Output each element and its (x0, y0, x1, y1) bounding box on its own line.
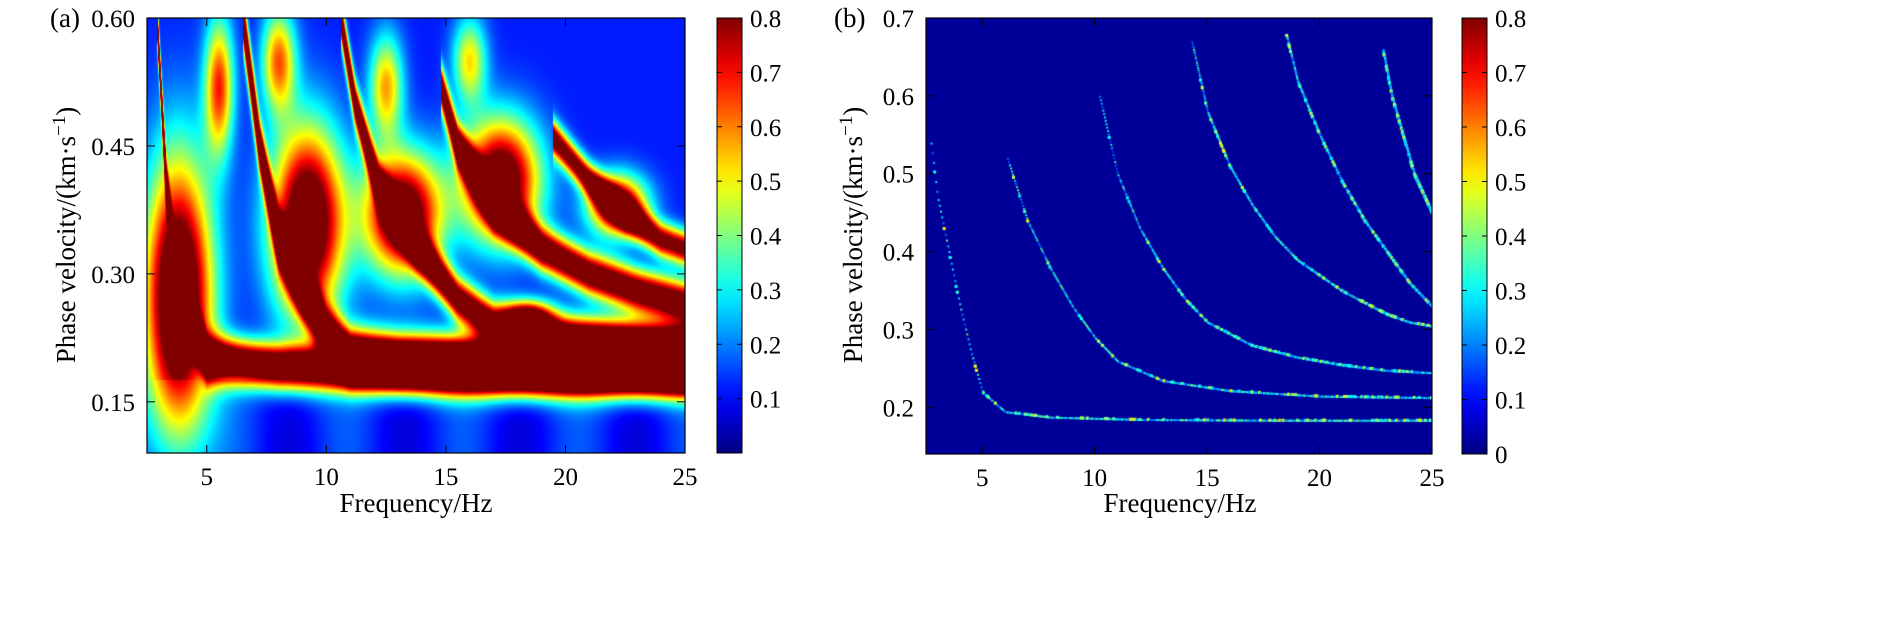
panel-a-y-axis-title-sup: −1 (49, 116, 70, 136)
panel-b-colorbar-tick-label: 0.8 (1495, 6, 1526, 33)
panel-a-x-axis-title: Frequency/Hz (340, 488, 493, 518)
panel-b-colorbar-tick-label: 0.1 (1495, 388, 1526, 415)
panel-b-x-tick-label: 10 (1082, 465, 1107, 492)
panel-b-axes: 5 10 15 20 25 0.2 0.3 0.4 0.5 0.6 0.7 (883, 6, 1445, 492)
panel-b-colorbar-tick-label: 0.7 (1495, 61, 1526, 88)
panel-b-y-tick-label: 0.3 (883, 317, 914, 344)
panel-a-x-tick-label: 25 (673, 464, 698, 491)
panel-a-colorbar-tick-label: 0.6 (750, 115, 781, 142)
panel-a-colorbar-tick-label: 0.5 (750, 169, 781, 196)
panel-b-heatmap-host (926, 18, 1432, 454)
panel-a-y-axis-title: Phase velocity/(km·s−1) (49, 107, 81, 363)
panel-a-heatmap-host (147, 18, 685, 453)
panel-a-y-tick-label: 0.60 (91, 6, 135, 33)
panel-b-y-axis-title-main: Phase velocity/(km·s (838, 136, 868, 363)
panel-a-axes: 5 10 15 20 25 0.15 0.30 0.45 0.60 (91, 6, 697, 491)
panel-a-x-tick-label: 10 (314, 464, 339, 491)
panel-b-y-tick-label: 0.5 (883, 162, 914, 189)
panel-b-y-tick-label: 0.2 (883, 395, 914, 422)
panel-b-x-axis-title: Frequency/Hz (1104, 488, 1257, 518)
panel-a-y-tick-label: 0.45 (91, 134, 135, 161)
panel-a-x-tick-label: 5 (201, 464, 214, 491)
panel-b-y-axis-title: Phase velocity/(km·s−1) (836, 107, 868, 363)
panel-a-y-axis-title-main: Phase velocity/(km·s (51, 136, 81, 363)
panel-b-colorbar-tick-label: 0.2 (1495, 333, 1526, 360)
panel-a-y-tick-label: 0.30 (91, 262, 135, 289)
panel-b-x-tick-label: 25 (1420, 465, 1445, 492)
panel-b-colorbar-ticks: 0 0.1 0.2 0.3 0.4 0.5 0.6 0.7 0.8 (1462, 6, 1527, 469)
panel-a-y-tick-label: 0.15 (91, 390, 135, 417)
panel-a-heatmap (147, 18, 685, 453)
panel-b-y-tick-label: 0.7 (883, 6, 914, 33)
panel-a-colorbar-tick-label: 0.7 (750, 60, 781, 87)
panel-b-label: (b) (834, 3, 865, 33)
panel-b-y-axis-title-sup: −1 (836, 116, 857, 136)
panel-b-colorbar-tick-label: 0 (1495, 442, 1508, 469)
panel-a-y-axis-title-end: ) (51, 107, 81, 116)
panel-b-colorbar-tick-label: 0.4 (1495, 224, 1527, 251)
panel-a-x-tick-label: 20 (553, 464, 578, 491)
panel-b-y-tick-label: 0.6 (883, 84, 914, 111)
panel-b-y-tick-label: 0.4 (883, 240, 915, 267)
panel-b-colorbar-tick-label: 0.3 (1495, 279, 1526, 306)
panel-b: (b) 5 10 15 20 25 0.2 0.3 0.4 0.5 0.6 0.7 Frequenc… (834, 3, 1527, 518)
panel-a-plot-frame (146, 17, 686, 454)
panel-a-colorbar-ticks: 0.1 0.2 0.3 0.4 0.5 0.6 0.7 0.8 (717, 6, 782, 414)
panel-b-colorbar-tick-label: 0.6 (1495, 115, 1526, 142)
panel-a-x-tick-label: 15 (433, 464, 458, 491)
panel-b-y-axis-title-end: ) (838, 107, 868, 116)
panel-b-x-tick-label: 15 (1195, 465, 1220, 492)
panel-a-label: (a) (50, 3, 80, 33)
panel-b-colorbar-tick-label: 0.5 (1495, 170, 1526, 197)
panel-a-colorbar-tick-label: 0.8 (750, 6, 781, 33)
panel-a-colorbar-tick-label: 0.2 (750, 332, 781, 359)
panel-a-colorbar-tick-label: 0.1 (750, 387, 781, 414)
panel-b-x-tick-label: 5 (976, 465, 989, 492)
panel-a-colorbar-tick-label: 0.4 (750, 224, 782, 251)
panel-a-colorbar-tick-label: 0.3 (750, 278, 781, 305)
panel-a: (a) 5 10 15 20 25 0.15 0.30 0.45 0.60 Frequency/… (49, 3, 782, 518)
panel-b-heatmap (926, 18, 1432, 454)
panel-b-plot-frame (925, 17, 1433, 455)
panel-b-x-tick-label: 20 (1307, 465, 1332, 492)
